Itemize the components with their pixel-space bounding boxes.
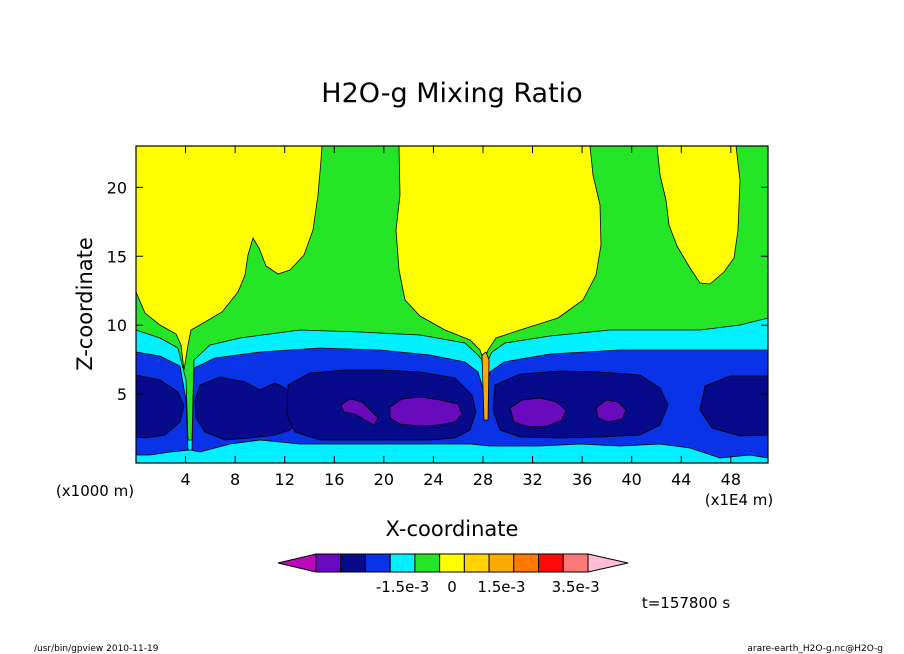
colorbar-label: 0 <box>447 578 457 596</box>
contour-navy-left <box>135 374 185 439</box>
colorbar-label: -1.5e-3 <box>376 578 429 596</box>
x-tick-label: 16 <box>324 470 344 489</box>
colorbar-swatch <box>439 553 465 573</box>
colorbar-arrow-high <box>587 553 629 573</box>
colorbar-swatch <box>340 553 366 573</box>
colorbar-swatch <box>463 553 490 573</box>
chart-title: H2O-g Mixing Ratio <box>321 78 582 109</box>
contour-purple-1 <box>340 398 379 426</box>
contour-purple-4 <box>595 399 627 423</box>
colorbar-swatch <box>364 553 391 573</box>
colorbar-swatch <box>488 553 515 573</box>
y-tick-label: 20 <box>107 178 127 197</box>
x-unit-right: (x1E4 m) <box>705 491 774 509</box>
contour-orange-spike <box>481 351 490 421</box>
y-axis: 5 10 15 20 <box>107 178 768 404</box>
contour-yellow-middle <box>395 145 602 364</box>
y-tick-label: 5 <box>117 385 127 404</box>
contour-yellow-left <box>135 145 323 371</box>
x-tick-label: 4 <box>180 470 190 489</box>
plot-frame <box>135 145 769 464</box>
contour-navy-right <box>699 375 769 437</box>
colorbar-swatch <box>315 553 342 573</box>
y-axis-label: Z-coordinate <box>73 237 97 371</box>
y-tick-label: 10 <box>107 316 127 335</box>
contour-yellow-right <box>656 145 741 285</box>
x-tick-label: 44 <box>671 470 691 489</box>
contour-purple-3 <box>509 397 567 428</box>
x-unit-left: (x1000 m) <box>56 482 134 500</box>
x-tick-label: 32 <box>522 470 542 489</box>
contour-purple-2 <box>389 396 463 427</box>
colorbar-swatch <box>414 553 441 573</box>
colorbar-swatch <box>562 553 589 573</box>
footer-right: arare-earth_H2O-g.nc@H2O-g <box>747 644 883 654</box>
x-tick-label: 36 <box>572 470 592 489</box>
colorbar-label: 1.5e-3 <box>477 578 525 596</box>
x-tick-label: 48 <box>721 470 741 489</box>
x-tick-label: 24 <box>423 470 443 489</box>
colorbar-swatch <box>538 553 564 573</box>
footer-left: /usr/bin/gpview 2010-11-19 <box>34 644 159 654</box>
time-label: t=157800 s <box>642 594 730 612</box>
y-tick-label: 15 <box>107 247 127 266</box>
colorbar-label: 3.5e-3 <box>552 578 600 596</box>
x-tick-label: 20 <box>374 470 394 489</box>
colorbar <box>277 553 629 573</box>
colorbar-labels: -1.5e-3 0 1.5e-3 3.5e-3 <box>376 578 600 596</box>
plot-area <box>135 145 769 464</box>
colorbar-arrow-low <box>277 553 317 573</box>
x-tick-label: 12 <box>275 470 295 489</box>
x-tick-label: 40 <box>622 470 642 489</box>
x-axis-label: X-coordinate <box>386 517 519 541</box>
x-tick-label: 8 <box>230 470 240 489</box>
colorbar-swatch <box>389 553 416 573</box>
x-tick-label: 28 <box>473 470 493 489</box>
colorbar-swatch <box>513 553 540 573</box>
x-axis: 4 8 12 16 20 24 28 32 36 40 44 48 <box>180 146 741 489</box>
